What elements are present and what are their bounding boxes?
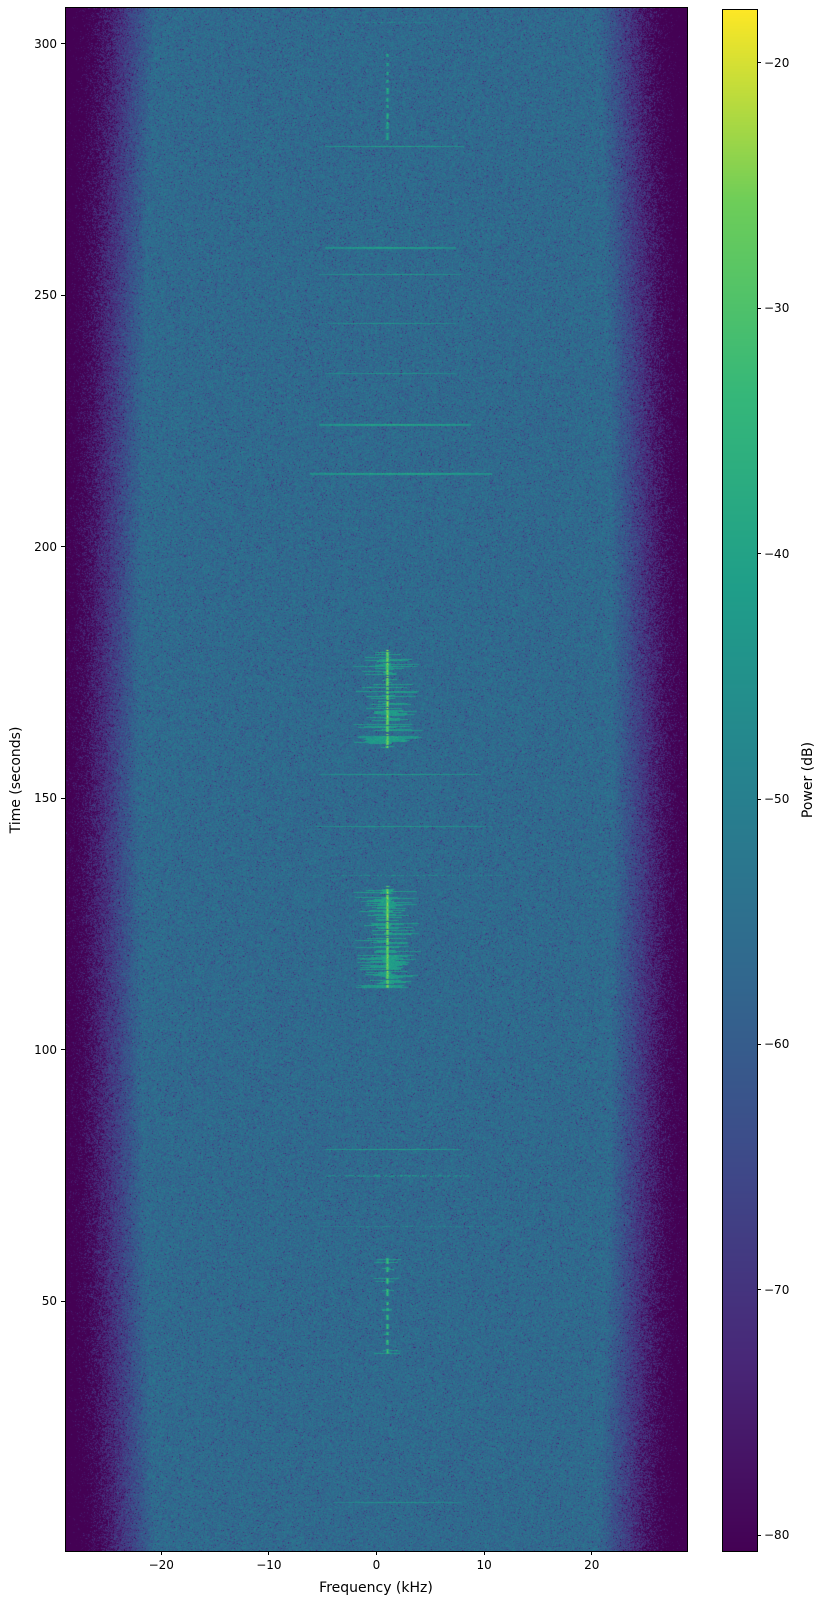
y-tick-label: 200 [34, 539, 57, 554]
x-tick-label: 0 [372, 1558, 381, 1572]
colorbar-gradient [723, 10, 757, 1551]
y-tick-mark [61, 546, 65, 548]
x-tick-mark [591, 1551, 593, 1555]
colorbar-tick-mark [757, 1043, 761, 1045]
y-axis-label: Time (seconds) [8, 726, 24, 834]
x-axis-label: Frequency (kHz) [319, 1580, 433, 1596]
colorbar-label: Power (dB) [800, 741, 816, 819]
y-tick-mark [61, 1049, 65, 1051]
y-tick-label: 50 [41, 1294, 57, 1309]
y-tick-mark [61, 43, 65, 45]
y-tick-label: 100 [34, 1042, 57, 1057]
x-tick-label: 20 [584, 1558, 600, 1572]
colorbar-tick-label: −80 [764, 1528, 790, 1543]
colorbar-tick-label: −70 [764, 1282, 790, 1297]
x-tick-label: 10 [476, 1558, 492, 1572]
x-tick-mark [483, 1551, 485, 1555]
colorbar-tick-label: −50 [764, 792, 790, 807]
colorbar-tick-mark [757, 307, 761, 309]
colorbar-tick-mark [757, 62, 761, 64]
x-tick-mark [376, 1551, 377, 1555]
colorbar-tick-mark [757, 798, 761, 800]
y-tick-mark [61, 1300, 65, 1302]
colorbar-frame [722, 9, 758, 1552]
spectrogram-heatmap [66, 8, 687, 1551]
colorbar-tick-label: −40 [764, 546, 790, 561]
colorbar-tick-label: −20 [764, 55, 790, 70]
colorbar-tick-mark [757, 553, 761, 555]
colorbar-tick-mark [757, 1534, 761, 1536]
colorbar-tick-mark [757, 1289, 761, 1291]
colorbar-tick-label: −60 [764, 1037, 790, 1052]
x-tick-mark [268, 1551, 270, 1555]
x-tick-mark [160, 1551, 162, 1555]
y-tick-label: 250 [34, 288, 57, 303]
y-tick-mark [61, 294, 65, 296]
y-tick-mark [61, 797, 65, 799]
colorbar-tick-label: −30 [764, 301, 790, 316]
x-tick-label: −20 [148, 1558, 174, 1572]
x-tick-label: −10 [256, 1558, 282, 1572]
y-tick-label: 150 [34, 791, 57, 806]
y-tick-label: 300 [34, 36, 57, 51]
